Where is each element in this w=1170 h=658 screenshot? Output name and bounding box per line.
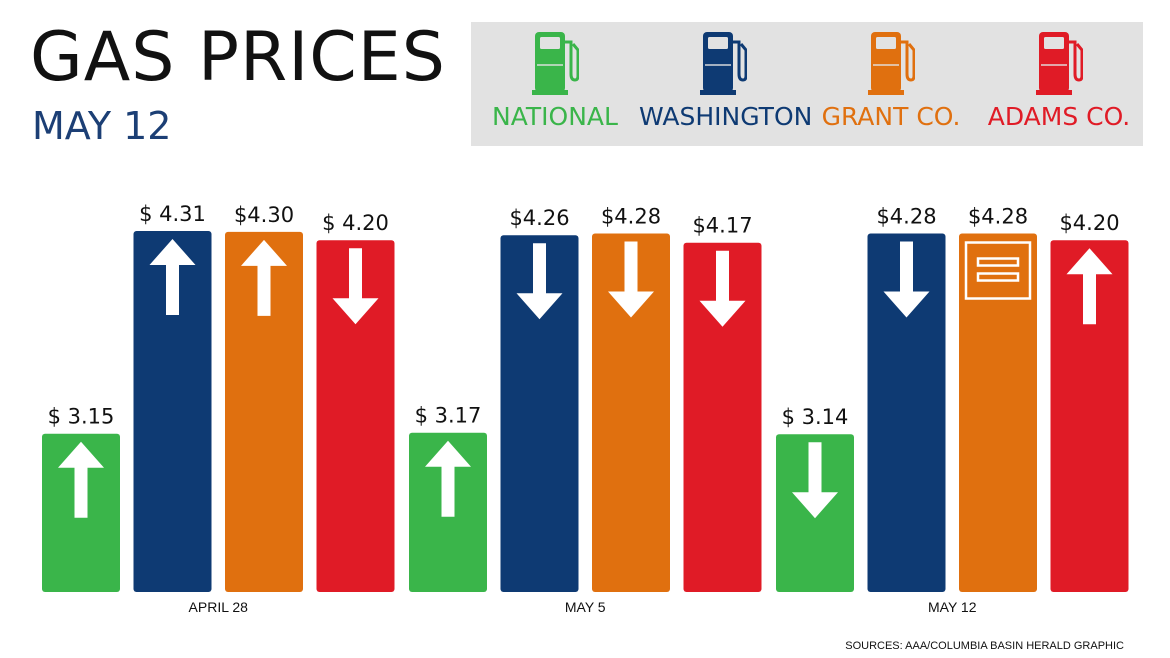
arrow-down-icon [516, 243, 563, 320]
data-label: $4.28 [601, 205, 661, 229]
arrow-down-icon [699, 250, 746, 327]
bar [683, 242, 762, 593]
data-label: $4.20 [1059, 211, 1119, 235]
legend-item-adams-co: ADAMS CO. [975, 22, 1143, 146]
arrow-down-icon [608, 241, 654, 318]
data-label: $4.30 [234, 203, 294, 227]
bar [867, 233, 946, 592]
bar [1050, 240, 1129, 593]
x-tick-label: MAY 12 [928, 599, 977, 615]
legend: NATIONAL WASHINGTON GRANT CO. ADAMS CO. [471, 22, 1143, 146]
legend-label-adams-co: ADAMS CO. [987, 102, 1131, 131]
data-label: $ 4.20 [322, 211, 389, 235]
equal-sign-icon [964, 241, 1032, 300]
legend-item-national: NATIONAL [471, 22, 639, 146]
bar [959, 233, 1037, 592]
data-label: $ 3.15 [48, 405, 115, 429]
legend-label-grant-co: GRANT CO. [821, 102, 961, 131]
legend-item-grant-co: GRANT CO. [807, 22, 975, 146]
legend-item-washington: WASHINGTON [639, 22, 813, 146]
bar [225, 231, 303, 592]
arrow-down-icon [792, 442, 838, 519]
source-note: SOURCES: AAA/COLUMBIA BASIN HERALD GRAPH… [845, 640, 1124, 652]
bar [316, 240, 395, 593]
gas-pump-icon [868, 32, 915, 95]
gas-pump-icon [700, 32, 747, 95]
x-tick-label: APRIL 28 [189, 599, 249, 615]
legend-label-national: NATIONAL [492, 102, 618, 131]
gas-pump-icon [1036, 32, 1083, 95]
bar [133, 231, 212, 592]
chart-title: GAS PRICES [30, 18, 446, 97]
arrow-down-icon [332, 248, 379, 325]
arrow-up-icon [58, 441, 104, 518]
data-label: $4.17 [692, 214, 752, 238]
arrow-up-icon [425, 440, 471, 517]
chart-subtitle: MAY 12 [32, 104, 172, 148]
bar [500, 235, 579, 593]
arrow-down-icon [883, 241, 930, 318]
gas-pump-icon [532, 32, 579, 95]
data-label: $ 3.17 [415, 404, 482, 428]
data-label: $4.28 [876, 205, 936, 229]
arrow-up-icon [149, 239, 196, 315]
data-label: $ 4.31 [139, 202, 206, 226]
arrow-up-icon [1066, 248, 1113, 325]
x-tick-label: MAY 5 [565, 599, 606, 615]
arrow-up-icon [241, 239, 287, 316]
bar [592, 233, 670, 592]
legend-label-washington: WASHINGTON [639, 102, 813, 131]
data-label: $4.26 [509, 206, 569, 230]
data-label: $ 3.14 [782, 405, 849, 429]
data-label: $4.28 [968, 205, 1028, 229]
